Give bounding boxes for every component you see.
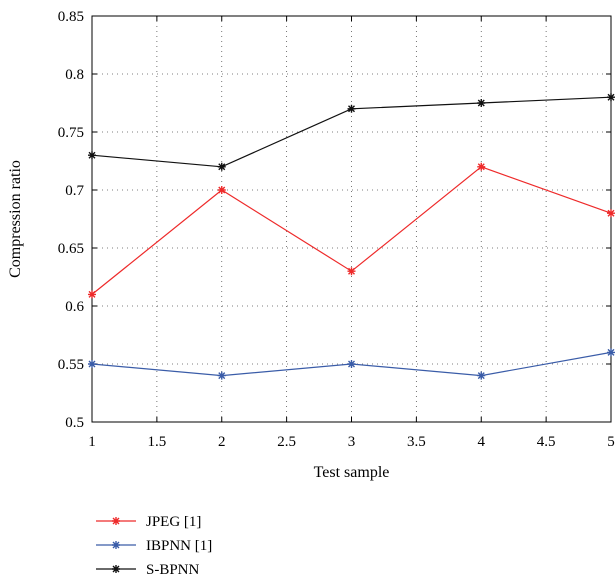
x-tick-labels: 1 1.5 2 2.5 3 3.5 4 4.5 5 (88, 434, 615, 450)
y-tick-label: 0.55 (58, 357, 84, 373)
series-jpeg-1 (88, 162, 615, 299)
legend-label: JPEG [1] (146, 514, 201, 530)
data-point (217, 162, 226, 171)
data-point (88, 360, 96, 368)
data-point (347, 360, 356, 368)
series-s-bpnn (88, 93, 615, 171)
legend-marker (112, 565, 120, 573)
x-axis-title: Test sample (314, 464, 390, 481)
y-tick-label: 0.5 (65, 415, 84, 431)
y-axis-title: Compression ratio (7, 160, 24, 278)
y-tick-label: 0.6 (65, 299, 84, 315)
x-tick-label: 1.5 (148, 434, 167, 450)
data-point (88, 151, 96, 160)
x-tick-label: 3 (348, 434, 356, 450)
legend-label: IBPNN [1] (146, 538, 212, 554)
x-tick-label: 5 (607, 434, 615, 450)
data-point (607, 209, 615, 218)
series-layer (88, 93, 615, 380)
legend-item: IBPNN [1] (96, 538, 212, 554)
x-tick-label: 4.5 (537, 434, 556, 450)
legend: JPEG [1] IBPNN [1] S-BPNN (96, 514, 212, 578)
axis-ticks (91, 15, 612, 423)
legend-marker (112, 517, 120, 525)
data-point (607, 348, 615, 357)
data-point (88, 290, 96, 299)
data-point (477, 99, 486, 107)
data-point (217, 371, 226, 380)
legend-item: JPEG [1] (96, 514, 201, 530)
y-tick-label: 0.85 (58, 9, 84, 25)
legend-label: S-BPNN (146, 562, 200, 578)
data-point (607, 93, 615, 102)
y-tick-label: 0.75 (58, 125, 84, 141)
x-tick-label: 1 (88, 434, 96, 450)
y-tick-label: 0.7 (65, 183, 84, 199)
data-point (347, 267, 356, 276)
data-point (477, 162, 486, 171)
data-point (477, 371, 486, 380)
x-tick-label: 4 (478, 434, 486, 450)
y-tick-label: 0.8 (65, 67, 84, 83)
series-ibpnn-1 (88, 348, 615, 380)
legend-item: S-BPNN (96, 562, 200, 578)
y-tick-label: 0.65 (58, 241, 84, 257)
y-tick-labels: 0.5 0.55 0.6 0.65 0.7 0.75 0.8 0.85 (58, 9, 85, 431)
data-point (347, 104, 356, 113)
x-tick-label: 2 (218, 434, 226, 450)
x-tick-label: 2.5 (277, 434, 296, 450)
x-tick-label: 3.5 (407, 434, 426, 450)
data-point (217, 186, 226, 194)
legend-marker (112, 541, 120, 549)
series-line-jpeg-1 (91, 166, 612, 295)
